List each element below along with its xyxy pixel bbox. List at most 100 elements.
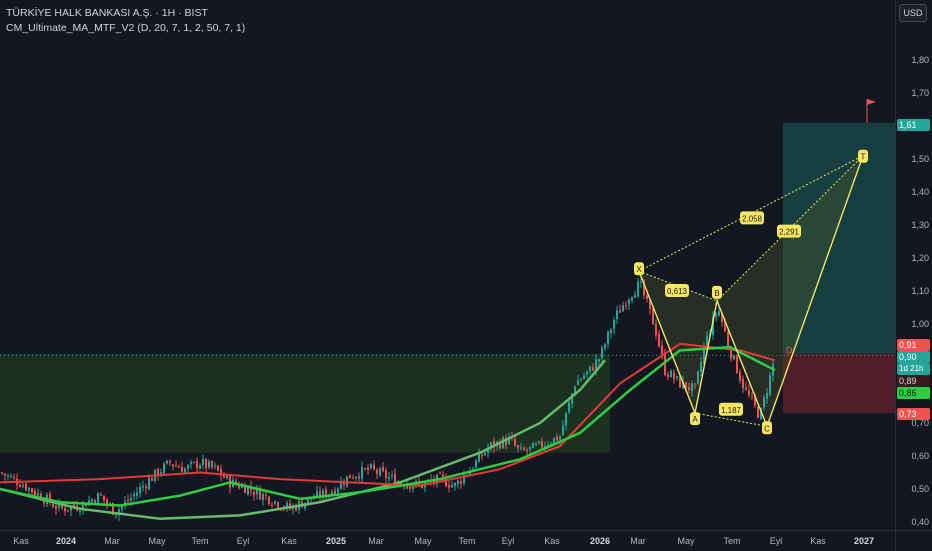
candle-body <box>157 469 159 477</box>
candle-body <box>58 503 60 508</box>
candle-body <box>697 371 699 384</box>
candle-body <box>97 493 99 505</box>
time-tick-label: Mar <box>630 536 646 546</box>
candle-body <box>352 477 354 479</box>
candle-body <box>118 509 120 516</box>
time-tick-label: 2026 <box>589 536 611 546</box>
candle-body <box>10 476 12 478</box>
time-tick-label: Kas <box>13 536 29 546</box>
chart-legend: TÜRKİYE HALK BANKASI A.Ş. · 1H · BIST CM… <box>6 6 245 36</box>
candle-body <box>679 375 681 388</box>
candle-body <box>694 383 696 385</box>
candle-body <box>166 460 168 464</box>
price-tick-label: 1,40 <box>911 187 929 197</box>
candle-body <box>220 469 222 476</box>
price-tick-label: 1,00 <box>911 319 929 329</box>
candle-body <box>661 345 663 354</box>
candle-body <box>520 447 522 449</box>
pattern-point-c: C <box>762 421 772 435</box>
candle-body <box>457 480 459 485</box>
candle-body <box>361 466 363 479</box>
candle-body <box>325 489 327 498</box>
candle-body <box>196 461 198 469</box>
price-axis[interactable]: 1,801,701,601,501,401,301,201,101,000,90… <box>895 0 932 530</box>
candle-body <box>763 397 765 408</box>
time-axis[interactable]: Kas 2024 Mar May Tem Eyl Kas 2025 Mar May Tem Eyl Ka… <box>0 530 895 551</box>
candle-body <box>394 474 396 486</box>
candle-body <box>136 492 138 496</box>
sell-price-tag: 0,91 <box>897 339 930 351</box>
candle-body <box>730 346 732 359</box>
candle-body <box>703 346 705 364</box>
candle-body <box>718 311 720 316</box>
indicator-label[interactable]: CM_Ultimate_MA_MTF_V2 (D, 20, 7, 1, 2, 5… <box>6 22 246 34</box>
candle-body <box>577 380 579 386</box>
candle-body <box>364 468 366 470</box>
candle-body <box>691 383 693 392</box>
candle-body <box>742 378 744 389</box>
candle-body <box>82 502 84 510</box>
candle-body <box>70 505 72 511</box>
candle-body <box>340 481 342 490</box>
candle-body <box>481 454 483 457</box>
time-tick-label: Tem <box>191 536 209 546</box>
candle-body <box>178 466 180 468</box>
candle-body <box>517 445 519 448</box>
svg-text:X: X <box>636 265 642 274</box>
candle-body <box>400 482 402 485</box>
candle-body <box>766 392 768 399</box>
chart-area[interactable]: X A B C T 0,613 1,187 2,058 2,291 D <box>0 0 895 530</box>
candle-body <box>595 359 597 371</box>
price-tick-label: 1,70 <box>911 88 929 98</box>
candle-body <box>490 442 492 448</box>
candle-body <box>358 476 360 479</box>
candle-body <box>769 374 771 395</box>
candle-body <box>505 438 507 445</box>
candle-body <box>616 310 618 320</box>
candle-body <box>322 490 324 499</box>
candle-body <box>583 375 585 379</box>
candle-body <box>649 300 651 309</box>
candle-body <box>562 425 564 435</box>
candle-body <box>373 464 375 469</box>
candle-body <box>202 459 204 465</box>
candle-body <box>454 483 456 486</box>
time-tick-label: Tem <box>723 536 741 546</box>
currency-button[interactable]: USD <box>899 4 927 22</box>
candle-body <box>529 446 531 450</box>
candle-body <box>103 495 105 501</box>
candle-body <box>7 475 9 477</box>
candle-body <box>613 320 615 329</box>
candle-body <box>592 367 594 371</box>
symbol-title[interactable]: TÜRKİYE HALK BANKASI A.Ş. · 1H · BIST <box>6 7 208 19</box>
countdown-tag: 1d 21h <box>897 363 930 375</box>
time-tick-label: Kas <box>544 536 560 546</box>
candle-body <box>151 478 153 481</box>
time-tick-label: May <box>414 536 432 546</box>
candle-body <box>508 436 510 445</box>
candle-body <box>163 463 165 474</box>
candle-body <box>631 297 633 301</box>
candle-body <box>148 478 150 490</box>
svg-text:2,058: 2,058 <box>742 214 763 223</box>
time-tick-label: 2024 <box>55 536 77 546</box>
candle-body <box>634 294 636 298</box>
candle-body <box>601 347 603 359</box>
time-tick-label: Mar <box>104 536 120 546</box>
candle-body <box>610 329 612 334</box>
time-tick-label: Mar <box>368 536 384 546</box>
axis-corner <box>895 530 932 551</box>
candle-body <box>256 488 258 494</box>
candle-body <box>478 453 480 462</box>
ma-red-tag: 0,89 <box>897 375 930 387</box>
candle-body <box>286 502 288 508</box>
candle-body <box>574 386 576 395</box>
candle-body <box>700 362 702 373</box>
pattern-point-d: D <box>786 345 793 355</box>
candle-body <box>94 500 96 504</box>
candle-body <box>226 475 228 479</box>
price-chart[interactable]: X A B C T 0,613 1,187 2,058 2,291 D <box>0 0 895 530</box>
candle-body <box>343 483 345 485</box>
candle-body <box>724 321 726 332</box>
time-tick-label: Kas <box>810 536 826 546</box>
